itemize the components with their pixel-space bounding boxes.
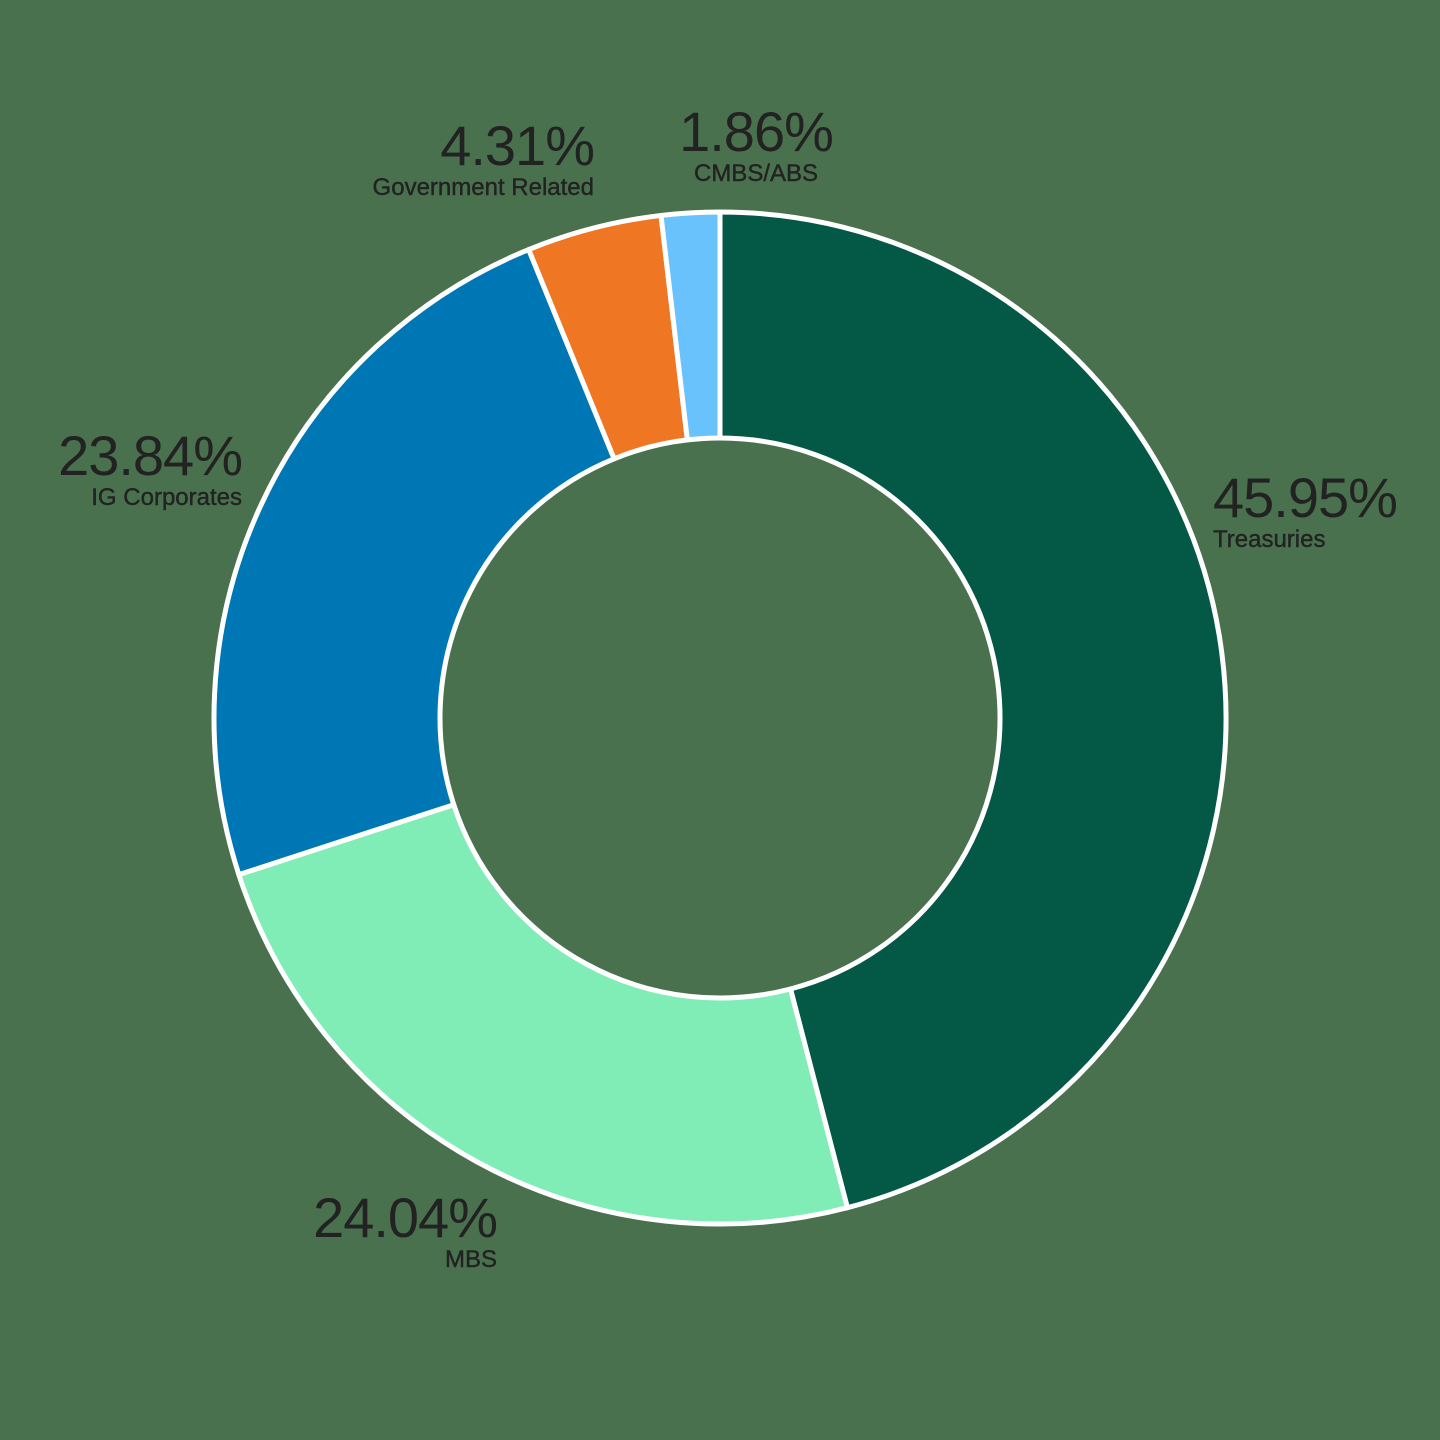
government-related-name: Government Related: [372, 174, 594, 201]
slice-mbs: [236, 802, 850, 1227]
cmbs-abs-percent: 1.86%: [679, 100, 834, 163]
treasuries-name: Treasuries: [1213, 526, 1326, 553]
label-cmbs-abs: 1.86% CMBS/ABS: [668, 104, 844, 186]
label-treasuries: 45.95% Treasuries: [1213, 466, 1398, 553]
ig-corporates-name: IG Corporates: [91, 484, 242, 511]
ig-corporates-percent: 23.84%: [58, 424, 243, 487]
slice-cmbs-abs: [658, 209, 723, 443]
label-government-related: 4.31% Government Related: [372, 114, 595, 201]
government-related-percent: 4.31%: [440, 114, 595, 177]
cmbs-abs-name: CMBS/ABS: [693, 160, 819, 187]
treasuries-percent: 45.95%: [1213, 466, 1398, 529]
label-mbs: 24.04% MBS: [313, 1186, 498, 1273]
slice-ig-corporates: [211, 247, 617, 878]
mbs-name: MBS: [444, 1246, 497, 1273]
label-ig-corporates: 23.84% IG Corporates: [58, 424, 243, 511]
mbs-percent: 24.04%: [313, 1186, 498, 1249]
slice-treasuries: [717, 209, 1229, 1211]
